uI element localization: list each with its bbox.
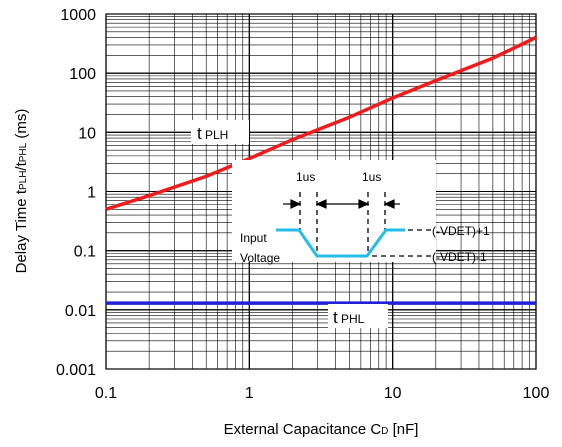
plot-area-frame (105, 13, 537, 370)
y-tick-label: 1000 (60, 7, 96, 24)
y-tick-label: 100 (69, 66, 96, 83)
series-label-tphl-sub: PHL (341, 312, 365, 326)
inset-level-low-label: (-VDET)-1 (432, 250, 487, 264)
series-label-tplh: t PLH (191, 120, 249, 144)
x-tick-label: 100 (523, 385, 550, 402)
x-axis-title: External Capacitance CD [nF] (224, 421, 419, 438)
input-voltage-inset: 1us 1us Input Voltage (-VDET)+1 (- (232, 160, 490, 265)
inset-timing-arrows (283, 199, 400, 209)
y-axis-title: Delay Time tPLH/tPHL (ms) (13, 109, 30, 274)
inset-timing-label-2: 1us (362, 170, 381, 184)
inset-dashed-markers (299, 192, 431, 257)
inset-waveform (276, 228, 405, 258)
y-tick-label: 0.1 (74, 244, 96, 261)
y-tick-label: 0.01 (65, 303, 96, 320)
x-tick-label: 1 (245, 385, 254, 402)
inset-level-high-label: (-VDET)+1 (432, 224, 490, 238)
x-tick-label: 10 (384, 385, 402, 402)
x-tick-label: 0.1 (95, 385, 117, 402)
y-tick-label: 10 (78, 125, 96, 142)
series (105, 35, 537, 305)
inset-input-label: Input (240, 231, 267, 245)
series-line-tplh (105, 35, 537, 211)
series-label-tphl-main: t (333, 308, 338, 327)
x-axis-ticks: 0.1 1 10 100 (95, 385, 550, 402)
series-label-tphl: t PHL (328, 304, 388, 328)
series-label-tplh-main: t (197, 124, 202, 143)
inset-background (232, 160, 436, 262)
inset-timing-label-1: 1us (296, 170, 315, 184)
series-label-tplh-sub: PLH (205, 128, 228, 142)
y-axis-ticks: 0.001 0.01 0.1 1 10 100 1000 (56, 7, 96, 379)
inset-voltage-label: Voltage (240, 251, 280, 265)
y-tick-label: 1 (87, 185, 96, 202)
y-tick-label: 0.001 (56, 362, 96, 379)
